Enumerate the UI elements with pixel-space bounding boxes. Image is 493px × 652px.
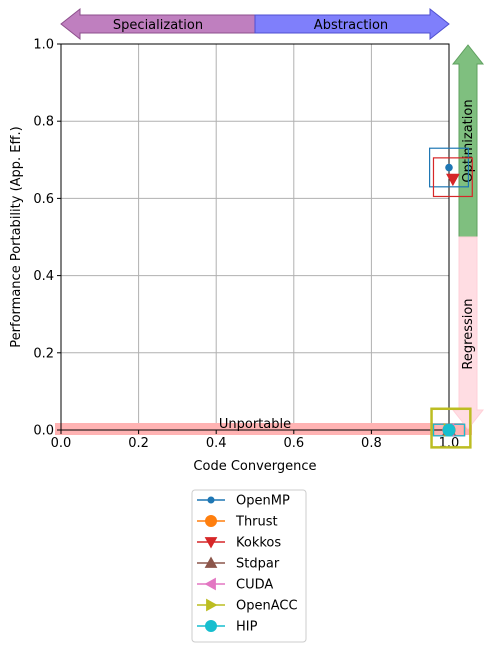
legend: OpenMP Thrust Kokkos Stdpar CUDA OpenACC HIP bbox=[191, 489, 307, 643]
x-tick-label: 0.2 bbox=[128, 436, 149, 451]
y-axis-label: Performance Portability (App. Eff.) bbox=[9, 126, 24, 347]
openacc-uncertainty-box bbox=[430, 407, 472, 449]
unportable-label: Unportable bbox=[219, 417, 291, 432]
cuda-legend-marker bbox=[204, 577, 216, 591]
unportable-band bbox=[55, 423, 472, 435]
legend-label: Thrust bbox=[235, 515, 278, 530]
x-tick-label: 0.6 bbox=[283, 436, 304, 451]
openmp-point bbox=[445, 163, 453, 172]
legend-item: Stdpar bbox=[197, 556, 280, 572]
thrust-legend-marker bbox=[205, 515, 217, 527]
specialization-label: Specialization bbox=[113, 18, 203, 33]
specialization-arrow bbox=[60, 7, 256, 41]
y-tick-label: 0.8 bbox=[33, 115, 54, 130]
legend-label: Kokkos bbox=[236, 536, 281, 551]
legend-label: OpenMP bbox=[236, 494, 290, 509]
stdpar-legend-marker bbox=[204, 556, 218, 568]
x-tick-label: 0.0 bbox=[51, 436, 72, 451]
y-tick-label: 0.6 bbox=[33, 192, 54, 207]
abstraction-arrow bbox=[254, 7, 450, 41]
legend-label: HIP bbox=[236, 620, 258, 635]
legend-item: OpenMP bbox=[197, 494, 290, 509]
openmp-uncertainty-box bbox=[429, 147, 470, 188]
x-tick-label: 0.4 bbox=[206, 436, 227, 451]
y-tick-label: 0.0 bbox=[33, 424, 54, 439]
x-ticks: 0.0 0.2 0.4 0.6 0.8 1.0 bbox=[51, 430, 460, 451]
y-tick-label: 1.0 bbox=[33, 38, 54, 53]
legend-label: Stdpar bbox=[236, 557, 280, 572]
kokkos-legend-marker bbox=[204, 537, 218, 549]
legend-item: CUDA bbox=[197, 578, 273, 593]
openmp-legend-marker bbox=[207, 496, 215, 504]
openacc-legend-marker bbox=[206, 598, 218, 612]
x-tick-label: 1.0 bbox=[439, 436, 460, 451]
y-tick-label: 0.4 bbox=[33, 269, 54, 284]
abstraction-label: Abstraction bbox=[314, 18, 388, 33]
plot-frame bbox=[60, 43, 450, 431]
legend-label: CUDA bbox=[236, 578, 273, 593]
grid-lines bbox=[60, 43, 450, 431]
legend-frame bbox=[191, 489, 307, 643]
kokkos-uncertainty-box bbox=[432, 157, 473, 198]
hip-point bbox=[442, 423, 456, 437]
legend-item: Thrust bbox=[197, 515, 278, 530]
legend-item: Kokkos bbox=[197, 536, 281, 551]
legend-item: HIP bbox=[197, 620, 258, 635]
hip-legend-marker bbox=[205, 620, 217, 632]
legend-label: OpenACC bbox=[236, 599, 298, 614]
data-points bbox=[441, 163, 460, 437]
regression-label: Regression bbox=[461, 298, 476, 369]
optimization-arrow bbox=[451, 44, 485, 238]
x-tick-label: 0.8 bbox=[361, 436, 382, 451]
y-tick-label: 0.2 bbox=[33, 346, 54, 361]
y-ticks: 0.0 0.2 0.4 0.6 0.8 1.0 bbox=[33, 38, 61, 439]
legend-item: OpenACC bbox=[197, 599, 298, 614]
x-axis-label: Code Convergence bbox=[193, 459, 316, 474]
kokkos-point bbox=[446, 173, 460, 187]
